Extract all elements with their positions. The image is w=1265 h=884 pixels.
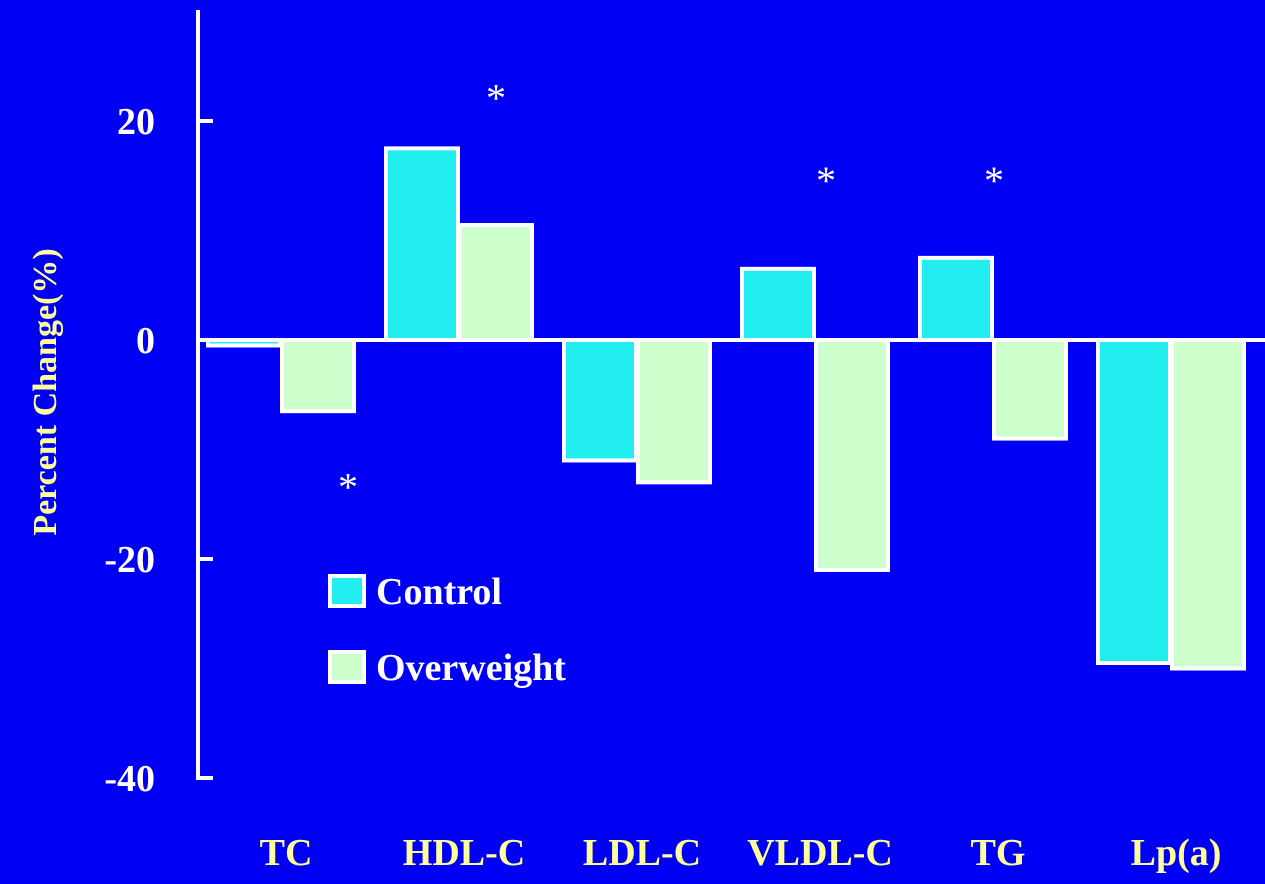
bar-overweight-tg: [992, 338, 1068, 441]
bar-overweight-lpa: [1170, 338, 1246, 671]
significance-asterisk: *: [338, 464, 358, 509]
bar-control-ldlc: [562, 338, 638, 463]
bar-overweight-vldlc: [814, 338, 890, 572]
x-tick-label: LDL-C: [583, 832, 701, 874]
x-tick-label: HDL-C: [403, 832, 525, 874]
bar-overweight-ldlc: [636, 338, 712, 485]
legend-swatch: [328, 574, 366, 608]
significance-asterisk: *: [984, 158, 1004, 203]
x-tick-label: VLDL-C: [747, 832, 893, 874]
legend-label: Control: [376, 571, 502, 613]
bar-control-hdlc: [384, 146, 460, 342]
legend-label: Overweight: [376, 647, 566, 689]
bar-control-tg: [918, 255, 994, 342]
y-tick-label: -40: [104, 758, 155, 800]
x-tick-label: Lp(a): [1131, 832, 1222, 874]
y-tick-label: -20: [104, 539, 155, 581]
legend-swatch: [328, 650, 366, 684]
bar-control-vldlc: [740, 266, 816, 343]
y-tick-label: 0: [136, 320, 155, 362]
y-axis-label: Percent Change(%): [27, 248, 64, 535]
significance-asterisk: *: [816, 158, 836, 203]
annotations-group: * * * *: [338, 76, 1004, 510]
bar-overweight-hdlc: [458, 223, 534, 342]
bars-group: [206, 146, 1246, 671]
x-tick-label: TG: [971, 832, 1026, 874]
y-tick-label: 20: [117, 101, 155, 143]
bar-overweight-tc: [280, 338, 356, 414]
significance-asterisk: *: [486, 76, 506, 121]
bar-control-lpa: [1096, 338, 1172, 666]
legend: Control Overweight: [328, 571, 566, 689]
x-tick-label: TC: [260, 832, 313, 874]
axes-group: TC HDL-C LDL-C VLDL-C TG Lp(a) 20 0 -20 -40: [104, 10, 1265, 874]
